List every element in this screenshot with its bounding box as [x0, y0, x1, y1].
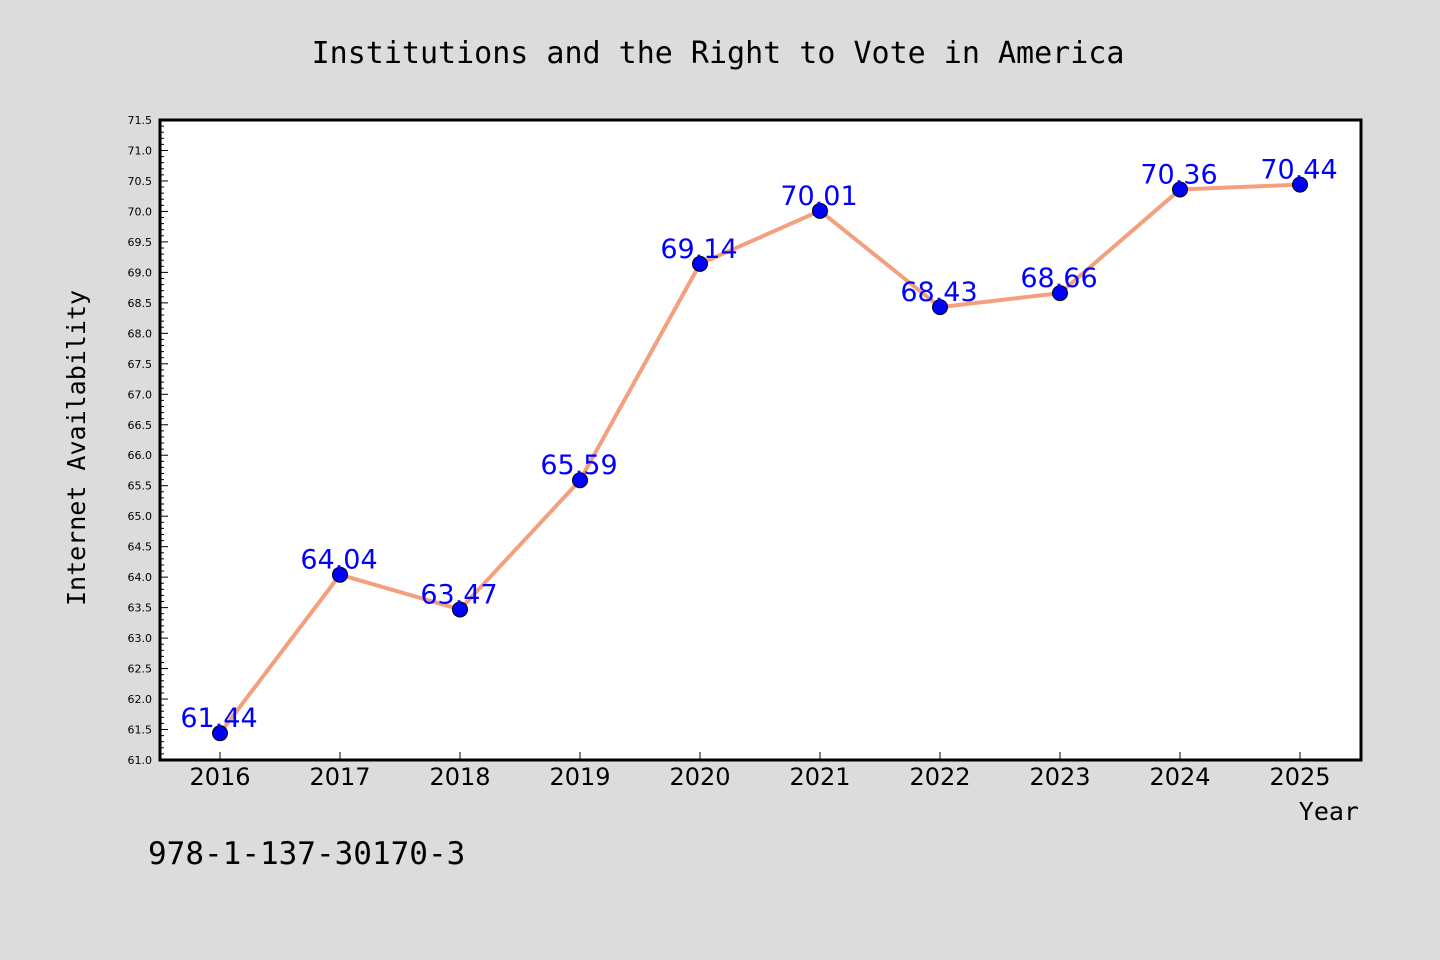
x-tick-label: 2018 [429, 763, 490, 791]
x-tick-label: 2020 [669, 763, 730, 791]
y-tick-label: 64.0 [128, 571, 153, 584]
data-value-label: 69.14 [660, 234, 737, 265]
y-tick-label: 62.5 [128, 663, 153, 676]
x-tick-label: 2017 [309, 763, 370, 791]
y-tick-label: 67.0 [128, 388, 153, 401]
data-value-label: 65.59 [540, 450, 617, 481]
y-tick-label: 69.5 [128, 236, 153, 249]
data-point-marker [1172, 181, 1188, 198]
y-tick-label: 69.0 [128, 266, 153, 279]
data-point-marker [1292, 176, 1308, 193]
x-axis-label: Year [1299, 797, 1359, 826]
x-tick-label: 2025 [1269, 763, 1330, 791]
y-tick-label: 68.0 [128, 327, 153, 340]
data-series: 61.44 64.04 63.47 65.59 69.14 70.01 68.43 68.66… [180, 155, 1338, 742]
data-point-marker [812, 202, 828, 219]
data-point-marker [692, 255, 708, 272]
y-tick-label: 63.0 [128, 632, 153, 645]
y-tick-label: 64.5 [128, 541, 153, 554]
chart-title: Institutions and the Right to Vote in Am… [312, 36, 1125, 71]
y-tick-label: 66.0 [128, 449, 153, 462]
x-tick-label: 2021 [789, 763, 850, 791]
y-tick-label: 71.0 [128, 144, 153, 157]
y-tick-label: 65.5 [128, 480, 153, 493]
x-axis: 2016 2017 2018 2019 2020 2021 2022 2023 2024 2025 [189, 752, 1331, 791]
y-tick-label: 65.0 [128, 510, 153, 523]
y-axis-label: Internet Availability [62, 290, 91, 606]
x-tick-label: 2022 [909, 763, 970, 791]
data-value-label: 70.44 [1260, 155, 1337, 186]
y-tick-label: 66.5 [128, 419, 153, 432]
x-tick-label: 2019 [549, 763, 610, 791]
x-tick-label: 2023 [1029, 763, 1090, 791]
y-tick-label: 67.5 [128, 358, 153, 371]
data-point-marker [212, 725, 228, 742]
y-tick-label: 63.5 [128, 602, 153, 615]
footer-id-text: 978-1-137-30170-3 [148, 836, 465, 872]
data-point-marker [932, 299, 948, 316]
x-tick-label: 2016 [189, 763, 250, 791]
data-value-label: 68.66 [1020, 263, 1097, 294]
data-value-label: 64.04 [300, 545, 377, 576]
data-point-marker [1052, 285, 1068, 302]
data-point-marker [572, 472, 588, 489]
y-tick-label: 68.5 [128, 297, 153, 310]
y-axis: 61.0 61.5 62.0 62.5 63.0 63.5 64.0 64.5 65.0 65.5… [128, 114, 168, 767]
series-line [218, 182, 1301, 735]
data-value-label: 68.43 [900, 277, 977, 308]
x-tick-label: 2024 [1149, 763, 1210, 791]
y-tick-label: 70.0 [128, 205, 153, 218]
data-value-label: 63.47 [420, 579, 497, 610]
y-tick-label: 61.0 [128, 754, 153, 767]
data-value-label: 70.36 [1140, 159, 1217, 190]
plot-area [158, 118, 1363, 762]
data-point-marker [332, 566, 348, 583]
y-tick-label: 71.5 [128, 114, 153, 127]
data-point-marker [452, 601, 468, 618]
y-tick-label: 61.5 [128, 724, 153, 737]
data-value-label: 70.01 [780, 181, 857, 212]
y-tick-label: 70.5 [128, 175, 153, 188]
y-tick-label: 62.0 [128, 693, 153, 706]
data-value-label: 61.44 [180, 703, 257, 734]
